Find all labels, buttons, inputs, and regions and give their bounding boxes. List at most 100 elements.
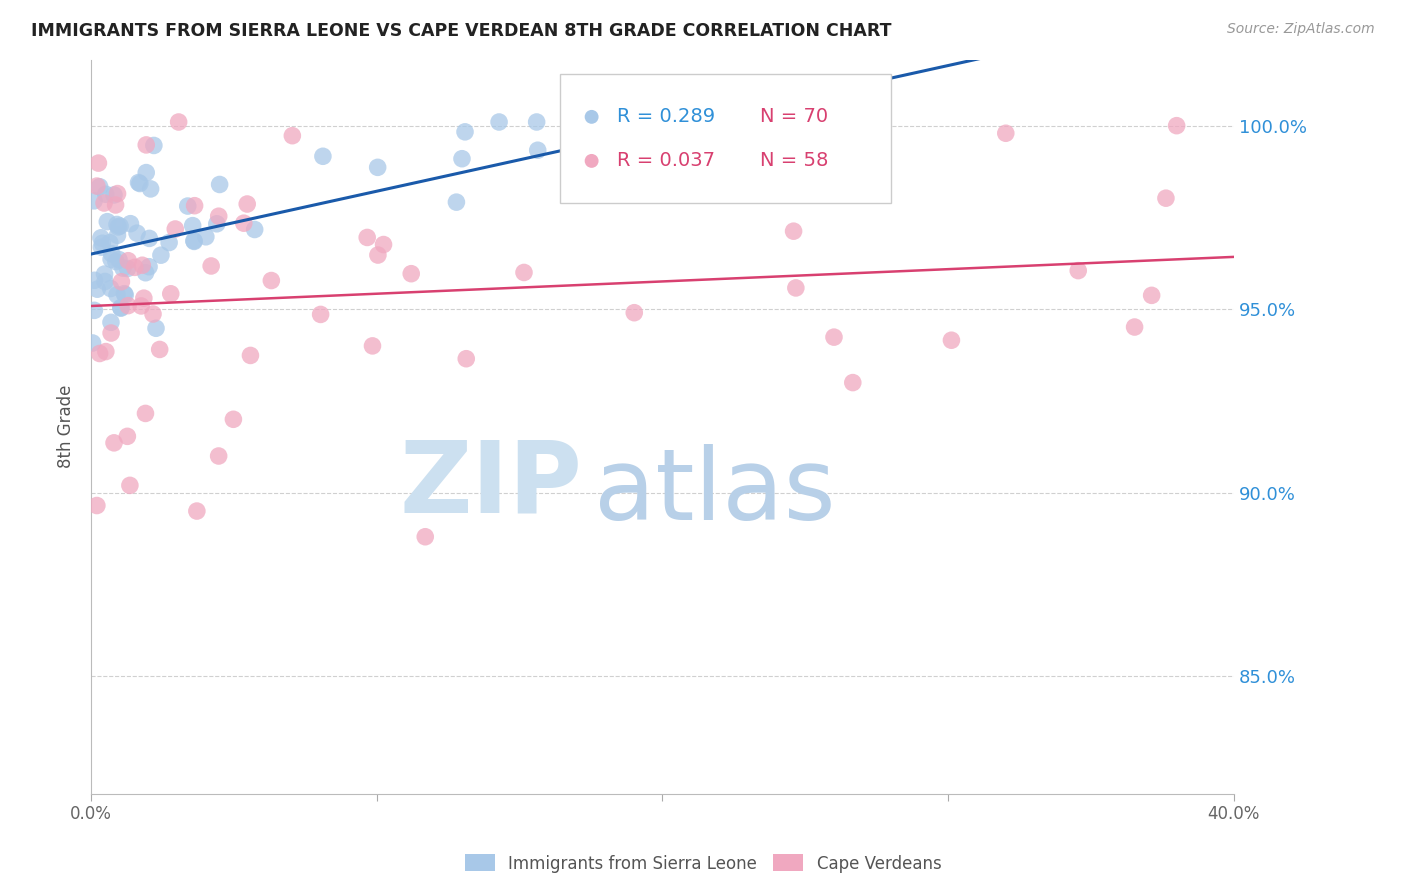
- Point: [100, 326, 122, 340]
- Point: [356, 230, 378, 244]
- Point: [446, 195, 468, 210]
- FancyBboxPatch shape: [560, 74, 891, 202]
- Point: [120, 217, 142, 231]
- Point: [149, 248, 172, 262]
- Point: [107, 186, 129, 201]
- Point: [194, 229, 217, 244]
- Point: [117, 253, 139, 268]
- Point: [142, 138, 165, 153]
- Point: [1067, 263, 1090, 277]
- Point: [236, 197, 259, 211]
- Point: [104, 254, 127, 268]
- Point: [103, 188, 125, 202]
- Point: [239, 348, 262, 362]
- Point: [167, 115, 190, 129]
- Text: N = 58: N = 58: [759, 152, 828, 170]
- Point: [309, 307, 332, 321]
- Point: [526, 143, 548, 157]
- Point: [87, 156, 110, 170]
- Point: [96, 215, 118, 229]
- Point: [623, 306, 645, 320]
- Text: R = 0.289: R = 0.289: [617, 107, 714, 127]
- Point: [89, 346, 111, 360]
- Point: [312, 149, 335, 163]
- Point: [132, 291, 155, 305]
- Point: [112, 286, 135, 301]
- Point: [208, 449, 231, 463]
- Point: [110, 301, 132, 315]
- Point: [108, 219, 131, 233]
- Point: [842, 376, 865, 390]
- Point: [82, 336, 104, 351]
- Point: [232, 216, 254, 230]
- Point: [488, 115, 510, 129]
- Point: [135, 266, 157, 280]
- Point: [83, 303, 105, 318]
- Point: [91, 236, 114, 251]
- Point: [165, 222, 187, 236]
- Point: [110, 301, 132, 315]
- Point: [105, 288, 128, 302]
- Point: [117, 429, 139, 443]
- Point: [107, 219, 129, 234]
- Point: [100, 252, 122, 267]
- Point: [86, 499, 108, 513]
- Point: [609, 115, 631, 129]
- Point: [367, 248, 389, 262]
- Point: [94, 275, 117, 289]
- Point: [222, 412, 245, 426]
- Point: [128, 176, 150, 190]
- Y-axis label: 8th Grade: 8th Grade: [58, 385, 75, 468]
- Text: IMMIGRANTS FROM SIERRA LEONE VS CAPE VERDEAN 8TH GRADE CORRELATION CHART: IMMIGRANTS FROM SIERRA LEONE VS CAPE VER…: [31, 22, 891, 40]
- Point: [100, 281, 122, 295]
- Text: ZIP: ZIP: [399, 437, 582, 534]
- Point: [104, 198, 127, 212]
- Point: [139, 182, 162, 196]
- Legend: Immigrants from Sierra Leone, Cape Verdeans: Immigrants from Sierra Leone, Cape Verde…: [458, 847, 948, 880]
- Point: [159, 286, 181, 301]
- Point: [129, 299, 152, 313]
- Point: [839, 115, 862, 129]
- Point: [103, 435, 125, 450]
- Point: [128, 177, 150, 191]
- Point: [399, 267, 422, 281]
- Text: Source: ZipAtlas.com: Source: ZipAtlas.com: [1227, 22, 1375, 37]
- Point: [86, 282, 108, 296]
- Point: [654, 115, 676, 129]
- Point: [183, 234, 205, 248]
- Point: [131, 258, 153, 272]
- Point: [367, 161, 389, 175]
- Point: [576, 115, 599, 129]
- Point: [125, 226, 148, 240]
- Point: [1154, 191, 1177, 205]
- Point: [105, 218, 128, 232]
- Point: [994, 126, 1017, 140]
- Point: [853, 115, 876, 129]
- Point: [118, 478, 141, 492]
- Point: [90, 240, 112, 254]
- Point: [183, 199, 205, 213]
- Point: [94, 344, 117, 359]
- Point: [451, 152, 474, 166]
- Point: [111, 261, 134, 276]
- Point: [138, 260, 160, 274]
- Point: [93, 196, 115, 211]
- Point: [134, 406, 156, 420]
- Point: [100, 315, 122, 329]
- Point: [117, 261, 139, 276]
- Point: [110, 275, 132, 289]
- Point: [98, 235, 121, 250]
- Point: [108, 252, 131, 267]
- Point: [526, 115, 548, 129]
- Point: [200, 259, 222, 273]
- Text: N = 70: N = 70: [759, 107, 828, 127]
- Text: atlas: atlas: [593, 444, 835, 541]
- Point: [117, 299, 139, 313]
- Point: [846, 115, 869, 129]
- Point: [768, 115, 790, 129]
- Point: [1123, 320, 1146, 334]
- Point: [413, 530, 436, 544]
- Point: [454, 125, 477, 139]
- Point: [89, 179, 111, 194]
- Point: [373, 237, 395, 252]
